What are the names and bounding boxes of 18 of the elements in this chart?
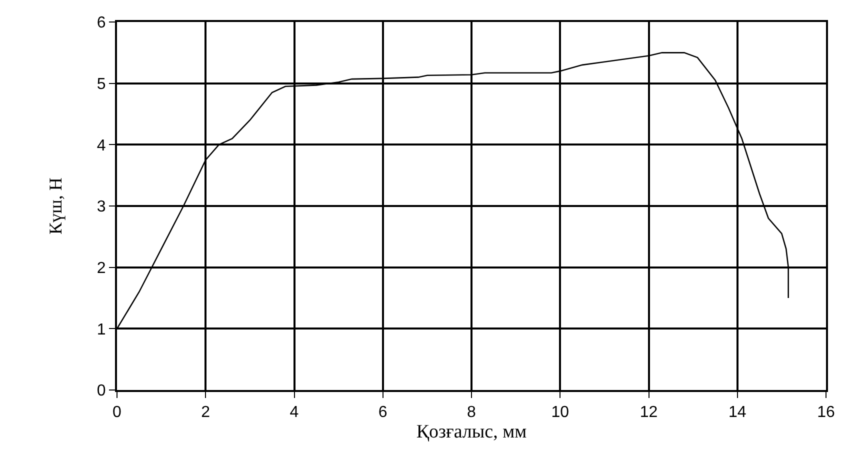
x-tick-label: 0 [112, 404, 122, 422]
x-tick-label: 2 [201, 404, 210, 422]
x-tick-label: 8 [467, 404, 476, 422]
y-tick-label: 1 [96, 321, 106, 338]
x-axis-title: Қозғалыс, мм [416, 422, 527, 442]
y-tick-label: 2 [96, 260, 106, 277]
y-tick-label: 5 [96, 76, 106, 93]
y-tick-label: 3 [96, 198, 106, 216]
x-tick-label: 6 [378, 404, 388, 422]
y-tick-label: 0 [96, 382, 106, 400]
y-axis-title: Күш, Н [46, 178, 66, 234]
x-tick-label: 4 [290, 404, 299, 422]
x-tick-label: 16 [817, 404, 835, 422]
y-tick-label: 4 [96, 137, 106, 154]
y-tick-label: 6 [96, 14, 106, 32]
x-tick-label: 12 [640, 404, 658, 422]
x-tick-label: 14 [728, 404, 746, 422]
x-tick-label: 10 [551, 404, 570, 422]
